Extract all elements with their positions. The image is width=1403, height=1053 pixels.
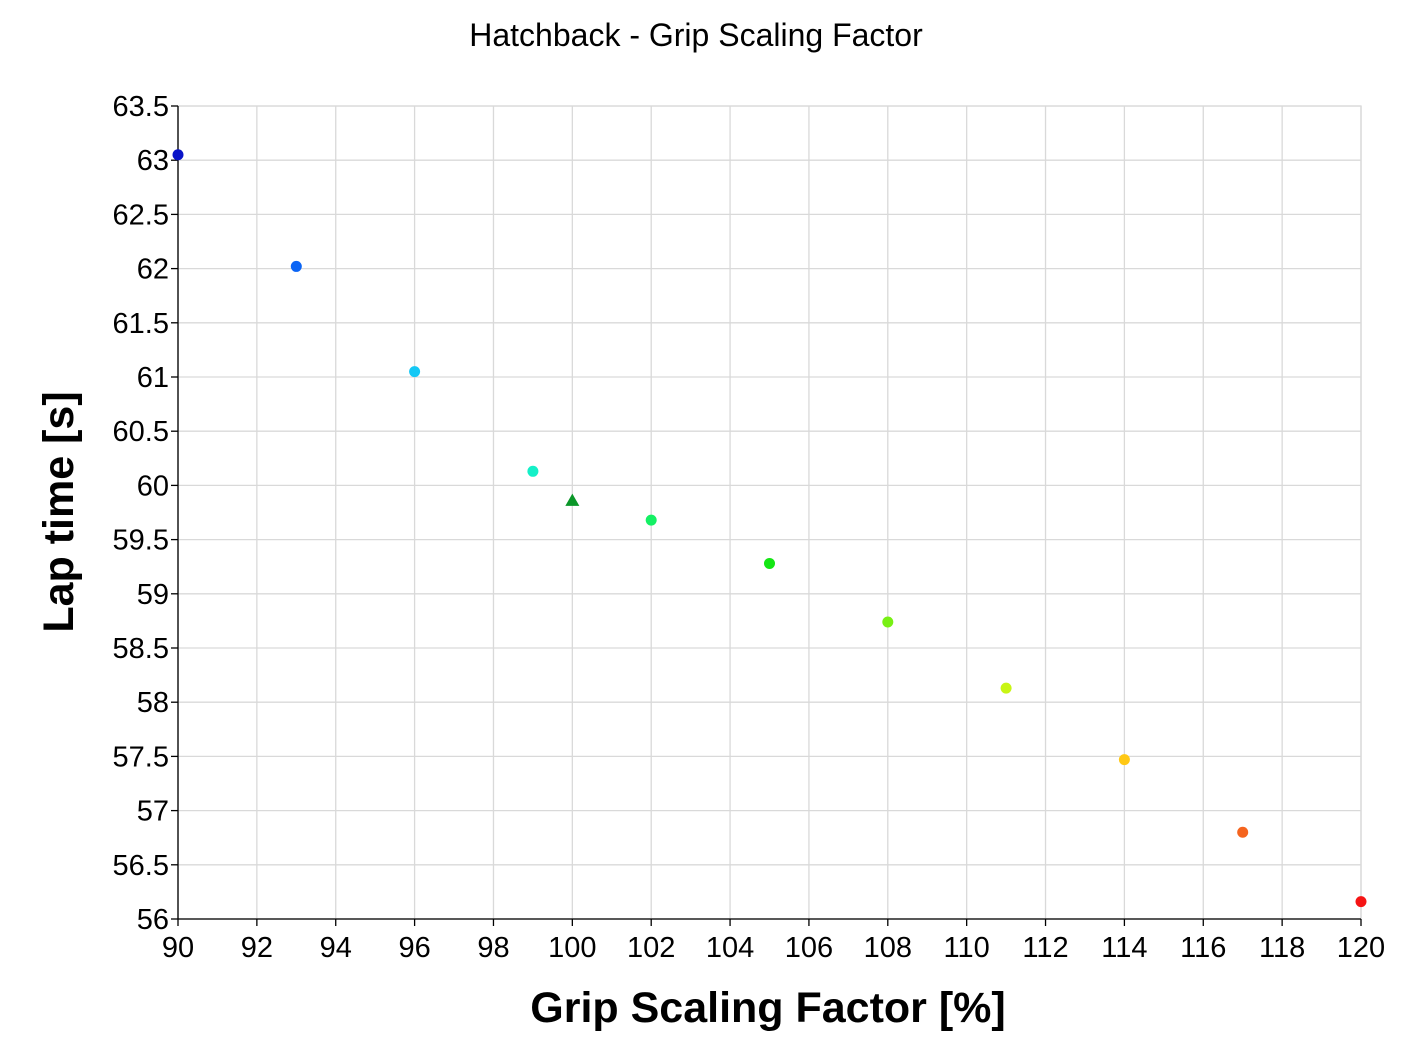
data-point-triangle-4 bbox=[565, 493, 580, 506]
data-point-3 bbox=[527, 465, 539, 477]
chart-title: Hatchback - Grip Scaling Factor bbox=[469, 17, 923, 53]
x-tick-label-7: 104 bbox=[706, 932, 754, 964]
y-tick-label-9: 60.5 bbox=[113, 416, 169, 448]
x-tick-label-8: 106 bbox=[785, 932, 833, 964]
data-point-9 bbox=[1118, 754, 1130, 766]
axes bbox=[171, 105, 1362, 926]
data-point-5 bbox=[645, 514, 657, 526]
x-tick-label-2: 94 bbox=[320, 932, 352, 964]
x-tick-label-5: 100 bbox=[548, 932, 596, 964]
y-tick-label-14: 63 bbox=[137, 145, 169, 177]
data-point-7 bbox=[882, 616, 894, 628]
x-tick-label-14: 118 bbox=[1259, 932, 1305, 964]
y-tick-label-13: 62.5 bbox=[113, 199, 169, 231]
y-tick-label-15: 63.5 bbox=[113, 91, 169, 123]
x-axis-tick-labels: 90 92 94 96 98 100 102 104 106 108 110 112 114 116 118… bbox=[162, 932, 1385, 964]
y-tick-label-8: 60 bbox=[137, 470, 169, 502]
x-tick-label-6: 102 bbox=[627, 932, 675, 964]
x-tick-label-11: 112 bbox=[1022, 932, 1068, 964]
data-point-10 bbox=[1237, 826, 1249, 838]
data-point-6 bbox=[764, 557, 775, 569]
y-tick-label-10: 61 bbox=[137, 362, 169, 394]
y-tick-label-1: 56.5 bbox=[113, 850, 169, 882]
y-tick-label-5: 58.5 bbox=[113, 633, 169, 665]
y-tick-label-4: 58 bbox=[137, 687, 169, 719]
x-tick-label-0: 90 bbox=[162, 932, 194, 964]
y-tick-label-0: 56 bbox=[137, 904, 169, 936]
x-tick-label-9: 108 bbox=[864, 932, 912, 964]
x-axis-label: Grip Scaling Factor [%] bbox=[530, 984, 1005, 1032]
y-tick-label-6: 59 bbox=[137, 579, 169, 611]
y-tick-label-12: 62 bbox=[137, 254, 169, 286]
x-tick-label-3: 96 bbox=[398, 932, 430, 964]
data-point-11 bbox=[1355, 896, 1367, 908]
data-point-8 bbox=[1000, 682, 1012, 694]
x-tick-label-12: 114 bbox=[1101, 932, 1147, 964]
x-tick-label-10: 110 bbox=[944, 932, 990, 964]
x-tick-label-15: 120 bbox=[1337, 932, 1385, 964]
x-tick-label-13: 116 bbox=[1180, 932, 1226, 964]
y-tick-label-2: 57 bbox=[137, 796, 169, 828]
y-tick-label-11: 61.5 bbox=[113, 308, 169, 340]
data-point-1 bbox=[290, 260, 302, 272]
y-axis-tick-labels: 56 56.5 57 57.5 58 58.5 59 59.5 60 60.5 61 61.5 62 62… bbox=[113, 91, 169, 936]
x-tick-label-1: 92 bbox=[241, 932, 273, 964]
grid bbox=[177, 105, 1362, 920]
data-points bbox=[172, 149, 1367, 908]
data-point-2 bbox=[409, 366, 421, 378]
y-axis-label: Lap time [s] bbox=[35, 391, 83, 632]
y-tick-label-3: 57.5 bbox=[113, 741, 169, 773]
y-tick-label-7: 59.5 bbox=[113, 525, 169, 557]
x-tick-label-4: 98 bbox=[477, 932, 509, 964]
data-point-0 bbox=[172, 149, 184, 161]
